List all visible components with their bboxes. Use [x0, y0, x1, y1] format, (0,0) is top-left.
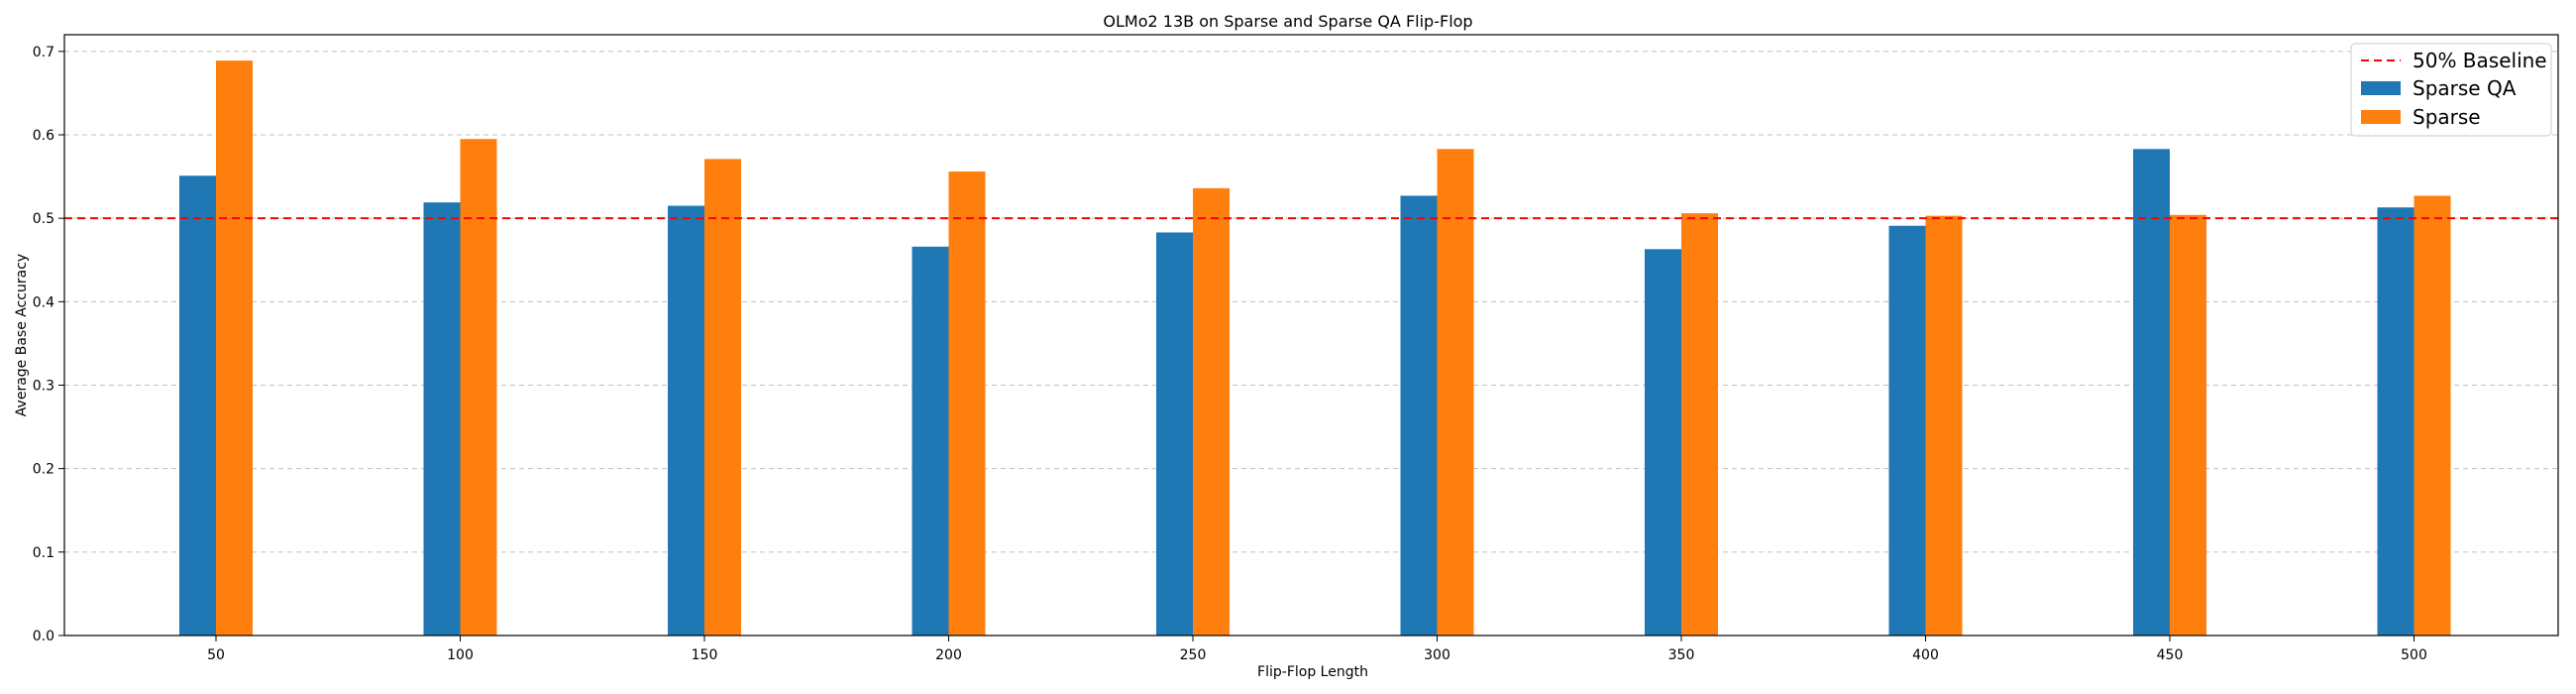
bar-sparse [460, 139, 497, 636]
bar-sparse [704, 159, 741, 636]
x-tick-label: 300 [1424, 647, 1450, 663]
x-tick-label: 400 [1912, 647, 1939, 663]
bar-sparse-qa [423, 202, 461, 636]
x-tick-label: 200 [935, 647, 962, 663]
y-tick-label: 0.3 [33, 379, 54, 395]
bar-sparse-qa [1400, 195, 1438, 636]
bar-sparse [1925, 215, 1963, 636]
bar-sparse [2414, 195, 2451, 636]
bar-sparse [216, 60, 253, 636]
bar-sparse-qa [179, 175, 216, 636]
legend-box [2350, 43, 2552, 137]
bar-sparse-qa [2133, 149, 2170, 636]
bar-sparse [1437, 149, 1474, 636]
x-axis-ticks: 50 100 150 200 250 300 350 400 450 500 [207, 636, 2427, 663]
bar-sparse-qa [1156, 232, 1193, 636]
y-axis-label: Average Base Accuracy [14, 254, 30, 416]
legend-sparse-qa-label: Sparse QA [2413, 76, 2517, 100]
bar-sparse [1681, 213, 1718, 636]
bar-sparse-qa [1645, 249, 1681, 636]
y-tick-label: 0.5 [33, 211, 54, 227]
x-tick-label: 150 [692, 647, 718, 663]
bars [179, 60, 2451, 636]
legend-sparse-qa-swatch [2361, 81, 2401, 95]
legend-baseline-label: 50% Baseline [2413, 49, 2547, 72]
x-tick-label: 100 [447, 647, 474, 663]
bar-sparse-qa [2377, 207, 2415, 636]
chart-title: OLMo2 13B on Sparse and Sparse QA Flip-F… [1103, 12, 1472, 31]
x-tick-label: 500 [2401, 647, 2427, 663]
y-tick-label: 0.0 [33, 629, 54, 644]
bar-sparse [948, 172, 986, 636]
legend-sparse-swatch [2361, 110, 2401, 124]
y-axis-ticks: 0.0 0.1 0.2 0.3 0.4 0.5 0.6 0.7 [33, 45, 64, 644]
x-tick-label: 50 [207, 647, 225, 663]
bar-sparse [1193, 187, 1230, 636]
x-axis-label: Flip-Flop Length [1257, 664, 1368, 680]
plot-frame [63, 34, 2559, 636]
legend: 50% Baseline Sparse QA Sparse [2350, 43, 2552, 137]
bar-sparse-qa [912, 246, 949, 636]
y-tick-label: 0.1 [33, 545, 54, 561]
bar-sparse [2170, 214, 2206, 636]
legend-sparse-label: Sparse [2413, 105, 2481, 129]
x-tick-label: 350 [1668, 647, 1695, 663]
y-tick-label: 0.2 [33, 462, 54, 478]
bar-sparse-qa [668, 205, 704, 636]
x-tick-label: 250 [1180, 647, 1207, 663]
y-tick-label: 0.6 [33, 128, 54, 144]
y-tick-label: 0.7 [33, 45, 54, 60]
x-tick-label: 450 [2157, 647, 2184, 663]
y-tick-label: 0.4 [33, 294, 54, 310]
bar-sparse-qa [1888, 225, 1926, 636]
